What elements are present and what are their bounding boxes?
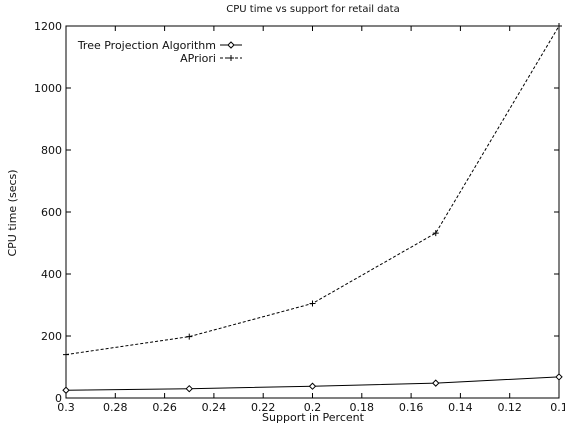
y-axis-label: CPU time (secs) xyxy=(6,169,20,257)
x-tick-label: 0.14 xyxy=(448,401,473,414)
x-tick-label: 0.3 xyxy=(57,401,75,414)
data-point-plus xyxy=(309,300,316,307)
y-tick-label: 1000 xyxy=(34,82,62,95)
legend-marker-diamond xyxy=(227,41,235,49)
x-tick-label: 0.24 xyxy=(202,401,227,414)
data-point-diamond xyxy=(185,384,193,393)
legend-label: APriori xyxy=(180,52,216,65)
y-tick-label: 400 xyxy=(41,268,62,281)
x-tick-label: 0.26 xyxy=(152,401,177,414)
legend-marker-plus xyxy=(228,55,234,61)
data-point-diamond xyxy=(62,386,70,394)
x-tick-label: 0.16 xyxy=(399,401,424,414)
y-tick-label: 800 xyxy=(41,144,62,157)
data-point-plus xyxy=(186,333,193,340)
y-tick-label: 0 xyxy=(55,392,62,405)
x-tick-label: 0.22 xyxy=(251,401,276,414)
data-point-plus xyxy=(432,230,439,237)
data-point-diamond xyxy=(308,382,317,390)
legend-label: Tree Projection Algorithm xyxy=(77,39,216,52)
data-point-diamond xyxy=(432,379,440,387)
x-tick-label: 0.18 xyxy=(350,401,375,414)
x-tick-label: 0.1 xyxy=(550,401,565,414)
x-axis-label: Support in Percent xyxy=(262,411,364,424)
y-tick-label: 200 xyxy=(41,330,62,343)
x-tick-label: 0.12 xyxy=(497,401,522,414)
y-tick-label: 600 xyxy=(41,206,62,219)
x-tick-label: 0.28 xyxy=(103,401,128,414)
chart-title: CPU time vs support for retail data xyxy=(226,4,400,15)
y-tick-label: 1200 xyxy=(34,20,62,33)
data-point-plus xyxy=(63,351,69,358)
data-point-plus xyxy=(556,23,562,29)
plot-frame xyxy=(65,25,560,399)
data-point-diamond xyxy=(555,373,563,381)
x-tick-label: 0.2 xyxy=(304,401,322,414)
